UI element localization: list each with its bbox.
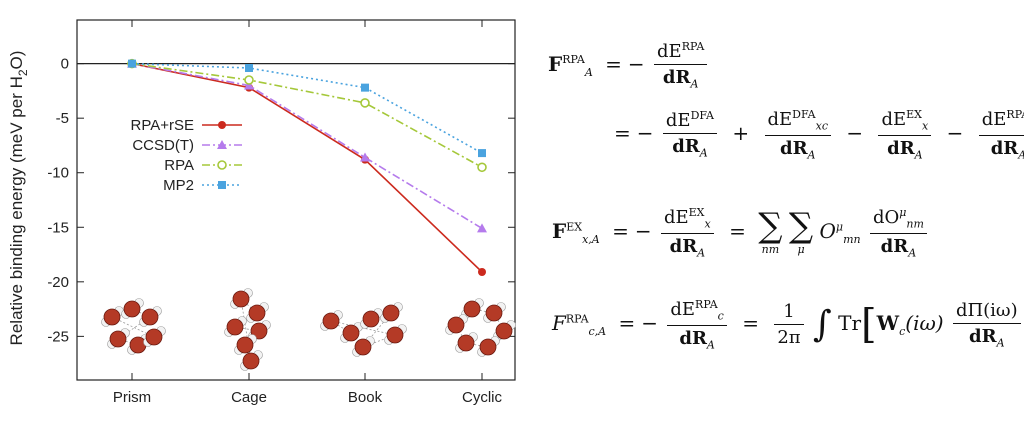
oxygen-atom <box>123 300 141 318</box>
legend-marker <box>217 140 227 149</box>
sum-symbol-nm: ∑ nm <box>758 206 783 257</box>
fraction-do-dr: dOμnm dRA <box>869 206 927 259</box>
data-point-rpa-rse <box>478 268 486 276</box>
legend-label: CCSD(T) <box>132 137 194 154</box>
equation-correlation-force: FRPAc,A = − dERPAc dRA = 1 2π ∫ Tr[Wc(iω)… <box>552 298 1024 351</box>
y-tick-label: 0 <box>61 56 69 73</box>
fraction-de-c-rpa-lhs: dERPAc dRA <box>667 298 727 351</box>
integral-symbol: ∫ <box>812 304 832 346</box>
fraction-de-xc-dfa: dEDFAxc dRA <box>764 108 831 161</box>
series-line-mp2 <box>131 62 483 154</box>
legend-label: MP2 <box>163 177 194 194</box>
fraction-de-c-rpa: dERPAc dRA <box>978 108 1024 161</box>
hydrogen-bond <box>240 298 252 362</box>
oxygen-atom <box>457 334 475 352</box>
hydrogen-bond <box>244 344 252 362</box>
legend-label: RPA <box>164 157 194 174</box>
legend-marker <box>218 181 226 189</box>
oxygen-atom <box>141 308 159 326</box>
data-point-rpa <box>360 98 370 108</box>
fraction-de-x-ex-lhs: dEEXx dRA <box>660 206 714 259</box>
binding-energy-chart: 0 -5 -10 -15 -20 -25 Prism Cage Book Cyclic RPA+rS… <box>7 19 516 406</box>
data-point-mp2 <box>245 64 253 72</box>
y-tick-label: -15 <box>47 219 69 236</box>
y-tick-label: -5 <box>56 110 69 127</box>
data-point-ccsd-t- <box>244 80 254 90</box>
oxygen-atom <box>226 318 244 336</box>
y-tick-label: -25 <box>47 328 69 345</box>
equation-exchange-force: FEXx,A = − dEEXx dRA = ∑ nm ∑ μ Oμmn dOμnm … <box>552 206 930 259</box>
y-tick-label: -10 <box>47 165 69 182</box>
oxygen-atom <box>495 322 513 340</box>
fraction-de-dfa: dEDFA dRA <box>662 109 718 160</box>
oxygen-atom <box>145 328 163 346</box>
oxygen-atom <box>354 338 372 356</box>
oxygen-atom <box>382 304 400 322</box>
oxygen-atom <box>232 290 250 308</box>
legend-marker <box>217 160 227 170</box>
oxygen-atom <box>386 326 404 344</box>
oxygen-atom <box>103 308 121 326</box>
oxygen-atom <box>129 336 147 354</box>
oxygen-atom <box>485 304 503 322</box>
series-line-rpa <box>131 62 483 168</box>
equation-rpa-force-total: FRPAA = − dERPA dRA <box>548 40 710 91</box>
oxygen-atom <box>236 336 254 354</box>
oxygen-atom <box>479 338 497 356</box>
oxygen-atom <box>447 316 465 334</box>
legend-marker <box>218 121 226 129</box>
rpa-force-equations: FRPAA = − dERPA dRA = − dEDFA dRA + dEDFAx… <box>548 10 1024 410</box>
x-tick-label-prism: Prism <box>113 389 151 406</box>
data-point-rpa <box>477 162 487 173</box>
series-line-rpa-rse <box>131 62 483 273</box>
plot-frame <box>76 19 516 381</box>
x-tick-label-book: Book <box>348 389 383 406</box>
oxygen-atom <box>242 352 260 370</box>
data-point-mp2 <box>361 83 369 92</box>
equation-rpa-force-decomposition: = − dEDFA dRA + dEDFAxc dRA − dEEXx dRA −… <box>608 108 1024 161</box>
data-point-mp2 <box>128 59 136 68</box>
x-tick-label-cyclic: Cyclic <box>462 389 502 406</box>
fraction-dpi-dr: dΠ(iω) dRA <box>952 300 1021 349</box>
series-line-ccsd-t- <box>131 62 483 230</box>
x-tick-label-cage: Cage <box>231 389 267 406</box>
oxygen-atom <box>322 312 340 330</box>
oxygen-atom <box>362 310 380 328</box>
oxygen-atom <box>109 330 127 348</box>
oxygen-atom <box>250 322 268 340</box>
data-point-mp2 <box>478 149 486 158</box>
fraction-de-rpa: dERPA dRA <box>654 40 708 91</box>
oxygen-atom <box>248 304 266 322</box>
fraction-de-x-ex: dEEXx dRA <box>878 108 932 161</box>
sum-symbol-mu: ∑ μ <box>788 206 814 257</box>
fraction-one-over-two-pi: 1 2π <box>774 301 804 348</box>
data-point-rpa <box>244 75 254 85</box>
legend-label: RPA+rSE <box>131 117 195 134</box>
oxygen-atom <box>463 300 481 318</box>
data-point-ccsd-t- <box>360 152 370 162</box>
y-tick-label: -20 <box>47 274 69 291</box>
data-point-ccsd-t- <box>477 223 487 233</box>
oxygen-atom <box>342 324 360 342</box>
y-axis-label: Relative binding energy (meV per H2O) <box>7 51 30 346</box>
